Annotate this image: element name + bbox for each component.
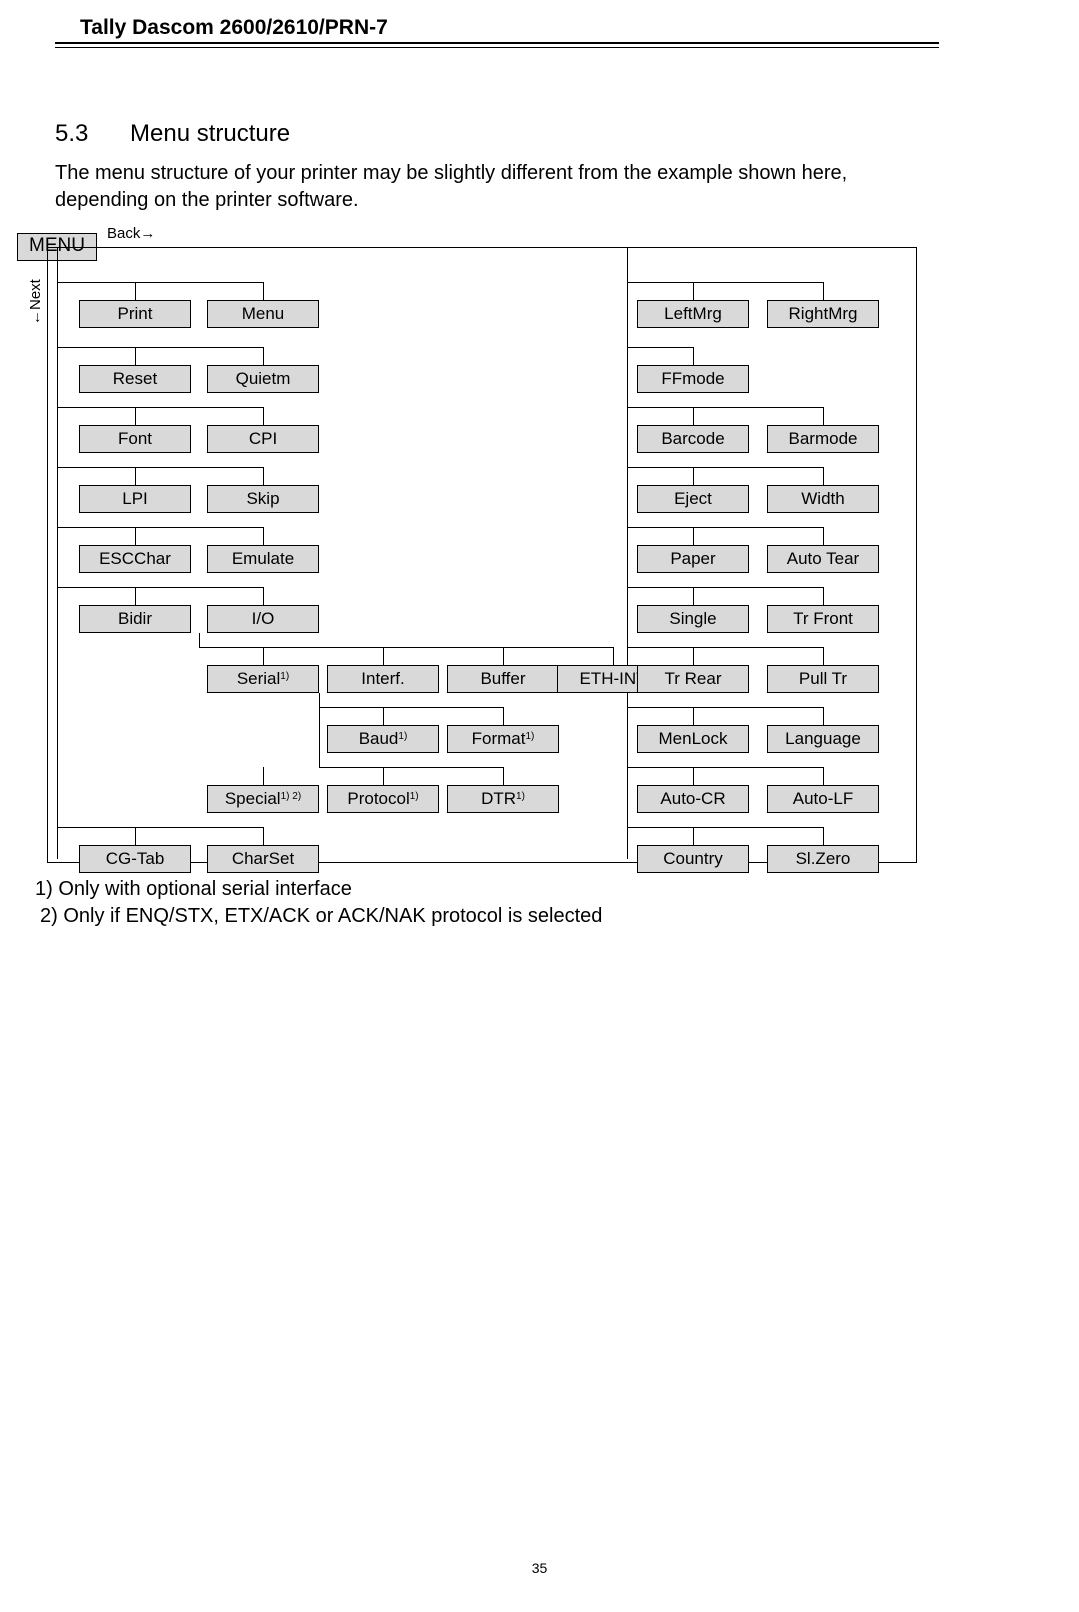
page-number: 35 (0, 1560, 1079, 1576)
node-bidir: Bidir (79, 605, 191, 633)
node-width: Width (767, 485, 879, 513)
back-label: Back→ (107, 225, 155, 242)
footnote-2: 2) Only if ENQ/STX, ETX/ACK or ACK/NAK p… (40, 905, 602, 928)
node-menu: Menu (207, 300, 319, 328)
section-number: 5.3 (55, 120, 88, 148)
node-ffmode: FFmode (637, 365, 749, 393)
node-buffer: Buffer (447, 665, 559, 693)
node-country: Country (637, 845, 749, 873)
section-title: Menu structure (130, 120, 290, 148)
node-pulltr: Pull Tr (767, 665, 879, 693)
node-rightmrg: RightMrg (767, 300, 879, 328)
node-autolf: Auto-LF (767, 785, 879, 813)
node-baud: Baud1) (327, 725, 439, 753)
node-escchar: ESCChar (79, 545, 191, 573)
node-paper: Paper (637, 545, 749, 573)
next-label: ←Next (27, 279, 44, 325)
node-special: Special1) 2) (207, 785, 319, 813)
node-single: Single (637, 605, 749, 633)
node-font: Font (79, 425, 191, 453)
node-cgtab: CG-Tab (79, 845, 191, 873)
node-eject: Eject (637, 485, 749, 513)
doc-header: Tally Dascom 2600/2610/PRN-7 (80, 16, 388, 40)
node-interf: Interf. (327, 665, 439, 693)
node-protocol: Protocol1) (327, 785, 439, 813)
node-emulate: Emulate (207, 545, 319, 573)
node-menlock: MenLock (637, 725, 749, 753)
node-reset: Reset (79, 365, 191, 393)
node-trrear: Tr Rear (637, 665, 749, 693)
node-skip: Skip (207, 485, 319, 513)
footnote-1: 1) Only with optional serial interface (35, 878, 352, 901)
intro-paragraph: The menu structure of your printer may b… (55, 160, 885, 214)
menu-structure-diagram: MENU Back→ ←Next PrintMenuResetQuietmFon… (17, 225, 927, 865)
node-serial: Serial1) (207, 665, 319, 693)
node-io: I/O (207, 605, 319, 633)
node-barcode: Barcode (637, 425, 749, 453)
header-rule-thick (55, 42, 939, 44)
node-cpi: CPI (207, 425, 319, 453)
node-format: Format1) (447, 725, 559, 753)
node-charset: CharSet (207, 845, 319, 873)
node-trfront: Tr Front (767, 605, 879, 633)
node-print: Print (79, 300, 191, 328)
node-leftmrg: LeftMrg (637, 300, 749, 328)
node-autocr: Auto-CR (637, 785, 749, 813)
node-slzero: Sl.Zero (767, 845, 879, 873)
node-lpi: LPI (79, 485, 191, 513)
node-autotear: Auto Tear (767, 545, 879, 573)
header-rule-thin (55, 47, 939, 48)
node-quietm: Quietm (207, 365, 319, 393)
node-dtr: DTR1) (447, 785, 559, 813)
node-barmode: Barmode (767, 425, 879, 453)
node-language: Language (767, 725, 879, 753)
